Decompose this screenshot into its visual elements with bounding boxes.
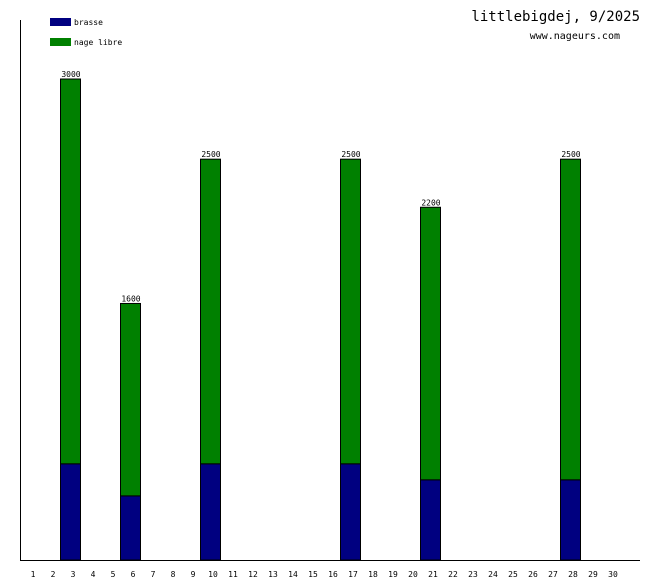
x-tick-label: 8 (171, 570, 176, 579)
x-tick-label: 10 (208, 570, 218, 579)
data-label-day-28: 2500 (561, 150, 580, 159)
x-tick-label: 21 (428, 570, 438, 579)
bar-brasse-day-10 (200, 463, 221, 561)
x-tick-label: 20 (408, 570, 418, 579)
x-tick-label: 6 (131, 570, 136, 579)
data-label-day-3: 3000 (61, 70, 80, 79)
x-tick-label: 24 (488, 570, 498, 579)
x-tick-label: 26 (528, 570, 538, 579)
x-tick-label: 30 (608, 570, 618, 579)
legend-label-nage-libre: nage libre (74, 38, 122, 47)
x-tick-label: 4 (91, 570, 96, 579)
x-tick-label: 11 (228, 570, 238, 579)
x-tick-label: 12 (248, 570, 258, 579)
bar-nage-libre-day-17 (340, 158, 361, 465)
x-tick-label: 3 (71, 570, 76, 579)
x-tick-label: 2 (51, 570, 56, 579)
x-tick-label: 9 (191, 570, 196, 579)
chart-subtitle: www.nageurs.com (529, 31, 620, 42)
legend-swatch-nage-libre (50, 38, 71, 46)
data-label-day-17: 2500 (341, 150, 360, 159)
bar-nage-libre-day-28 (560, 158, 581, 481)
x-tick-label: 25 (508, 570, 518, 579)
data-label-day-10: 2500 (201, 150, 220, 159)
x-tick-label: 28 (568, 570, 578, 579)
x-tick-label: 14 (288, 570, 298, 579)
x-tick-label: 17 (348, 570, 358, 579)
bar-nage-libre-day-10 (200, 158, 221, 465)
legend-label-brasse: brasse (74, 18, 103, 27)
x-tick-label: 5 (111, 570, 116, 579)
x-tick-label: 7 (151, 570, 156, 579)
x-tick-label: 1 (31, 570, 36, 579)
bar-brasse-day-21 (420, 479, 441, 561)
x-tick-label: 18 (368, 570, 378, 579)
data-label-day-6: 1600 (121, 294, 140, 303)
x-tick-label: 19 (388, 570, 398, 579)
legend-swatch-brasse (50, 18, 71, 26)
x-tick-label: 23 (468, 570, 478, 579)
x-tick-label: 13 (268, 570, 278, 579)
x-tick-label: 15 (308, 570, 318, 579)
bar-brasse-day-6 (120, 495, 141, 561)
x-tick-label: 29 (588, 570, 598, 579)
bar-brasse-day-17 (340, 463, 361, 561)
x-tick-label: 16 (328, 570, 338, 579)
bar-brasse-day-3 (60, 463, 81, 561)
bar-nage-libre-day-3 (60, 78, 81, 465)
x-tick-label: 27 (548, 570, 558, 579)
x-tick-label: 22 (448, 570, 458, 579)
bar-nage-libre-day-21 (420, 206, 441, 481)
bar-nage-libre-day-6 (120, 302, 141, 497)
data-label-day-21: 2200 (421, 198, 440, 207)
chart-title: littlebigdej, 9/2025 (471, 9, 640, 25)
bar-brasse-day-28 (560, 479, 581, 561)
